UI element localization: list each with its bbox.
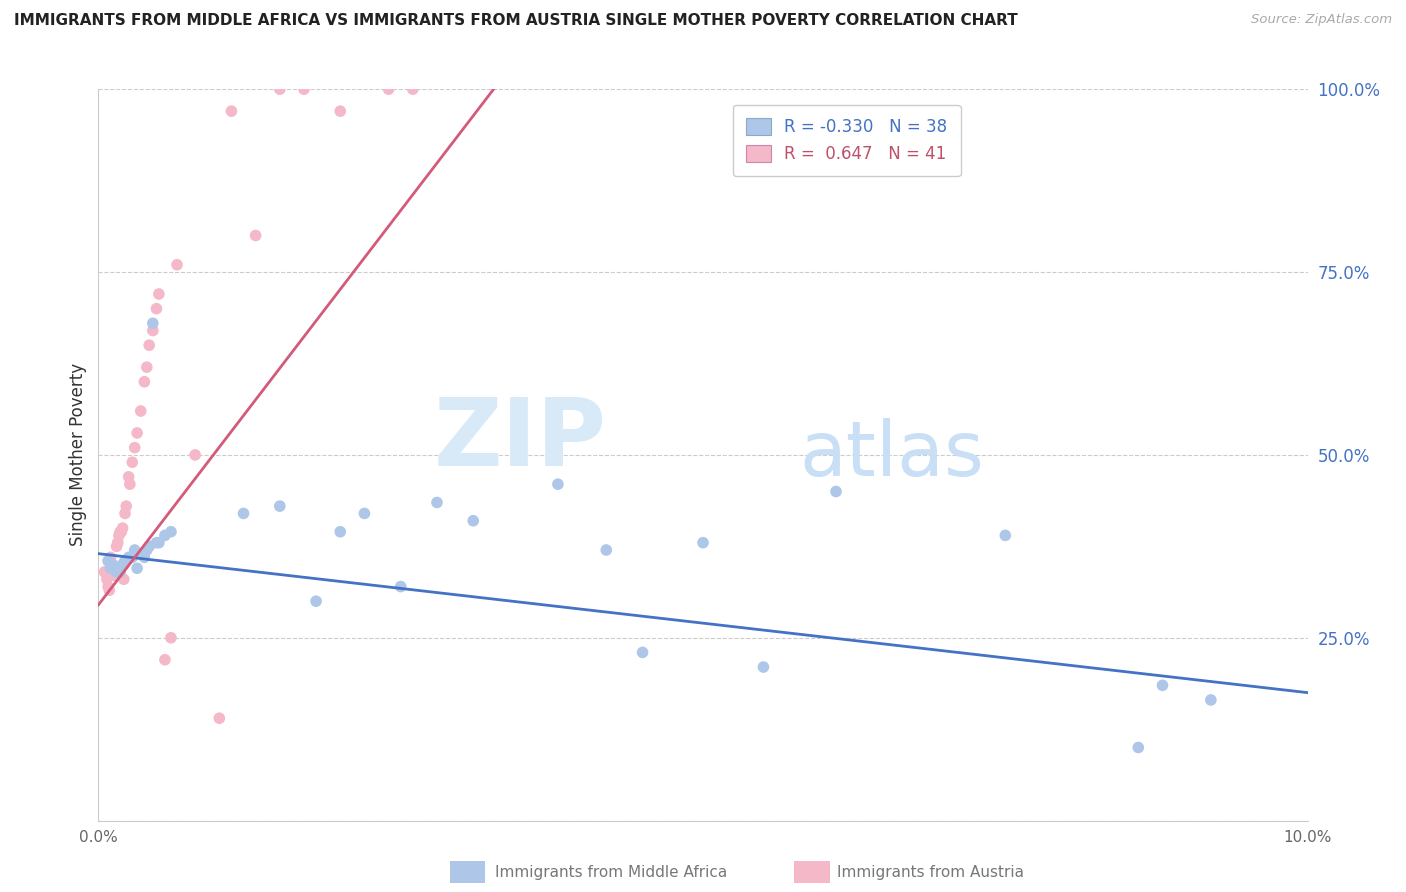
Point: [292, 82, 315, 96]
Point: [111, 521, 134, 535]
Text: Immigrants from Middle Africa: Immigrants from Middle Africa: [495, 865, 727, 880]
Point: [160, 631, 183, 645]
Point: [353, 507, 375, 521]
Point: [221, 104, 243, 119]
Point: [108, 528, 131, 542]
Text: Source: ZipAtlas.com: Source: ZipAtlas.com: [1251, 13, 1392, 27]
Point: [100, 561, 122, 575]
Point: [138, 539, 160, 553]
Point: [142, 316, 165, 330]
Point: [108, 565, 131, 579]
Point: [148, 535, 170, 549]
Text: ZIP: ZIP: [433, 394, 606, 486]
Point: [595, 543, 617, 558]
Point: [105, 539, 128, 553]
Point: [148, 287, 170, 301]
Point: [994, 528, 1017, 542]
Point: [245, 228, 267, 243]
Point: [631, 645, 654, 659]
Point: [153, 528, 176, 542]
Point: [114, 507, 136, 521]
Point: [124, 441, 146, 455]
Point: [93, 565, 115, 579]
Point: [825, 484, 848, 499]
Point: [329, 104, 352, 119]
Point: [121, 550, 143, 565]
Point: [184, 448, 207, 462]
Point: [1199, 693, 1222, 707]
Point: [112, 572, 135, 586]
Text: IMMIGRANTS FROM MIDDLE AFRICA VS IMMIGRANTS FROM AUSTRIA SINGLE MOTHER POVERTY C: IMMIGRANTS FROM MIDDLE AFRICA VS IMMIGRA…: [14, 13, 1018, 29]
Point: [118, 470, 141, 484]
Point: [166, 258, 188, 272]
Point: [105, 565, 128, 579]
Point: [101, 565, 124, 579]
Point: [96, 572, 118, 586]
Point: [129, 404, 152, 418]
Point: [118, 550, 141, 565]
Point: [692, 535, 714, 549]
Point: [115, 499, 138, 513]
Point: [108, 524, 131, 539]
Point: [402, 82, 425, 96]
Point: [160, 524, 183, 539]
Point: [107, 535, 129, 549]
Point: [135, 360, 157, 375]
Point: [127, 561, 149, 575]
Text: Immigrants from Austria: Immigrants from Austria: [837, 865, 1024, 880]
Point: [101, 558, 124, 572]
Point: [145, 535, 167, 549]
Point: [100, 558, 122, 572]
Point: [97, 554, 120, 568]
Point: [547, 477, 569, 491]
Point: [110, 524, 132, 539]
Point: [111, 558, 134, 572]
Point: [135, 543, 157, 558]
Point: [1152, 678, 1174, 692]
Point: [389, 580, 412, 594]
Point: [1128, 740, 1150, 755]
Point: [118, 477, 141, 491]
Point: [329, 524, 352, 539]
Point: [138, 338, 160, 352]
Point: [463, 514, 485, 528]
Point: [269, 499, 291, 513]
Point: [153, 653, 176, 667]
Y-axis label: Single Mother Poverty: Single Mother Poverty: [69, 363, 87, 547]
Point: [103, 568, 125, 582]
Point: [269, 82, 291, 96]
Point: [124, 543, 146, 558]
Point: [305, 594, 328, 608]
Point: [114, 554, 136, 568]
Point: [377, 82, 399, 96]
Point: [208, 711, 231, 725]
Text: atlas: atlas: [800, 418, 984, 491]
Point: [134, 550, 156, 565]
Point: [145, 301, 167, 316]
Point: [134, 375, 156, 389]
Point: [426, 495, 449, 509]
Point: [127, 425, 149, 440]
Point: [100, 550, 122, 565]
Point: [129, 547, 152, 561]
Legend: R = -0.330   N = 38, R =  0.647   N = 41: R = -0.330 N = 38, R = 0.647 N = 41: [733, 105, 960, 177]
Point: [142, 324, 165, 338]
Point: [121, 455, 143, 469]
Point: [232, 507, 254, 521]
Point: [98, 583, 121, 598]
Point: [752, 660, 775, 674]
Point: [97, 580, 120, 594]
